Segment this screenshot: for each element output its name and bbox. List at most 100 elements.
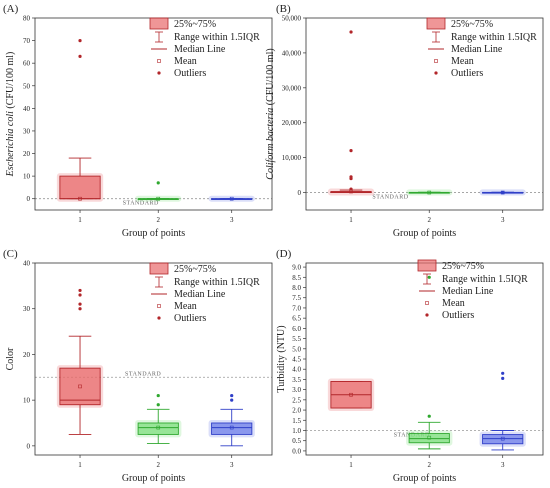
y-tick-label: 4.0 xyxy=(292,366,301,374)
y-tick-label: 30 xyxy=(23,127,31,135)
x-tick-label: 1 xyxy=(349,461,353,469)
legend-median-label: Median Line xyxy=(451,44,503,55)
legend-mean-swatch xyxy=(157,59,161,63)
standard-label: STANDARD xyxy=(372,195,408,201)
x-tick-label: 2 xyxy=(156,461,160,469)
y-tick-label: 3.0 xyxy=(292,386,301,394)
box-iqr xyxy=(59,367,101,406)
legend-mean-swatch xyxy=(157,304,161,308)
legend-outlier-swatch xyxy=(434,71,438,75)
y-tick-label: 60 xyxy=(23,60,31,68)
legend-box-swatch xyxy=(149,262,169,275)
legend-median-label: Median Line xyxy=(174,289,226,300)
box-group-3 xyxy=(208,393,255,447)
x-tick-label: 2 xyxy=(427,216,431,224)
outlier-point xyxy=(349,149,353,153)
box-group-1 xyxy=(56,288,104,435)
x-tick-label: 3 xyxy=(501,216,505,224)
legend-mean-swatch xyxy=(434,59,438,63)
mean-marker xyxy=(156,196,161,201)
x-axis-label: Group of points xyxy=(122,473,185,484)
outlier-point xyxy=(156,403,160,407)
y-tick-label: 80 xyxy=(23,15,31,23)
box-group-1 xyxy=(327,30,375,196)
box-group-1 xyxy=(327,378,375,412)
legend-box-label: 25%~75% xyxy=(174,264,216,275)
box-group-1 xyxy=(56,38,104,202)
box-iqr xyxy=(137,422,179,435)
legend-box-swatch xyxy=(417,259,437,272)
panel-label: (B) xyxy=(276,3,291,15)
y-axis-label: Coliform bacteria (CFU/100 ml) xyxy=(265,48,276,179)
mean-marker xyxy=(427,435,432,440)
y-tick-label: 40 xyxy=(23,260,31,268)
y-axis-label: Color xyxy=(5,347,16,370)
y-tick-label: 50 xyxy=(23,82,31,90)
outlier-point xyxy=(427,414,431,418)
legend-outliers-label: Outliers xyxy=(174,313,206,324)
box-group-3 xyxy=(479,371,526,451)
box-group-2 xyxy=(135,393,182,445)
legend-mean-label: Mean xyxy=(451,56,474,67)
box-iqr xyxy=(211,422,253,435)
outlier-point xyxy=(78,307,82,311)
x-axis-label: Group of points xyxy=(393,473,456,484)
legend-outliers-label: Outliers xyxy=(451,68,483,79)
y-tick-label: 8.0 xyxy=(292,284,301,292)
legend-whisker-label: Range within 1.5IQR xyxy=(442,274,528,285)
y-tick-label: 10,000 xyxy=(282,154,302,162)
panel-a: (A) STANDARD 0 10 20 30 40 50 60 70 80 1 2 3 Group of … xyxy=(3,3,273,239)
outlier-point xyxy=(349,187,353,191)
y-tick-label: 6.0 xyxy=(292,325,301,333)
y-tick-label: 10 xyxy=(23,173,31,181)
y-tick-label: 7.5 xyxy=(292,294,301,302)
x-tick-label: 1 xyxy=(349,216,353,224)
y-tick-label: 2.5 xyxy=(292,396,301,404)
y-tick-label: 4.5 xyxy=(292,356,301,364)
legend-box-label: 25%~75% xyxy=(451,19,493,30)
legend-outliers-label: Outliers xyxy=(174,68,206,79)
legend-box-swatch xyxy=(426,17,446,30)
y-tick-label: 20,000 xyxy=(282,119,302,127)
y-axis-label-italic: Escherichia coli xyxy=(5,111,16,177)
y-axis-label: Turbidity (NTU) xyxy=(276,325,287,392)
box-iqr xyxy=(59,175,101,200)
y-tick-label: 30 xyxy=(23,305,31,313)
legend-box-label: 25%~75% xyxy=(174,19,216,30)
legend-outliers-label: Outliers xyxy=(442,310,474,321)
y-tick-label: 0 xyxy=(298,189,302,197)
plot-frame xyxy=(305,262,544,456)
y-tick-label: 2.0 xyxy=(292,407,301,415)
outlier-point xyxy=(78,54,82,59)
box-iqr xyxy=(408,433,450,444)
outlier-point xyxy=(501,371,505,375)
y-tick-label: 70 xyxy=(23,37,31,45)
legend-outlier-swatch xyxy=(157,71,161,75)
legend-mean-label: Mean xyxy=(174,301,197,312)
standard-label: STANDARD xyxy=(123,201,159,207)
mean-marker xyxy=(78,196,82,201)
y-axis-label-text: (CFU/100 ml) xyxy=(5,52,16,111)
y-tick-label: 0 xyxy=(27,195,31,203)
legend-mean-swatch xyxy=(425,301,429,305)
box-group-3 xyxy=(208,195,255,202)
box-group-2 xyxy=(406,189,453,196)
y-tick-label: 5.0 xyxy=(292,345,301,353)
box-group-3 xyxy=(479,189,526,196)
plot-frame xyxy=(305,17,544,211)
outlier-point xyxy=(78,293,82,297)
panel-c: (C) STANDARD 0 10 20 30 40 1 2 3 Group of points Co… xyxy=(3,248,273,484)
panel-label: (A) xyxy=(3,3,19,15)
legend-box-label: 25%~75% xyxy=(442,261,484,272)
y-tick-label: 7.0 xyxy=(292,304,301,312)
y-tick-label: 0 xyxy=(27,442,31,450)
outlier-point xyxy=(230,398,234,402)
y-axis-label-italic: Coliform bacteria xyxy=(265,108,276,180)
panel-b: (B) STANDARD 0 10,000 20,000 30,000 40,000 50,0… xyxy=(265,3,544,239)
legend-mean-label: Mean xyxy=(442,298,465,309)
box-iqr xyxy=(482,434,524,445)
x-tick-label: 2 xyxy=(156,216,160,224)
